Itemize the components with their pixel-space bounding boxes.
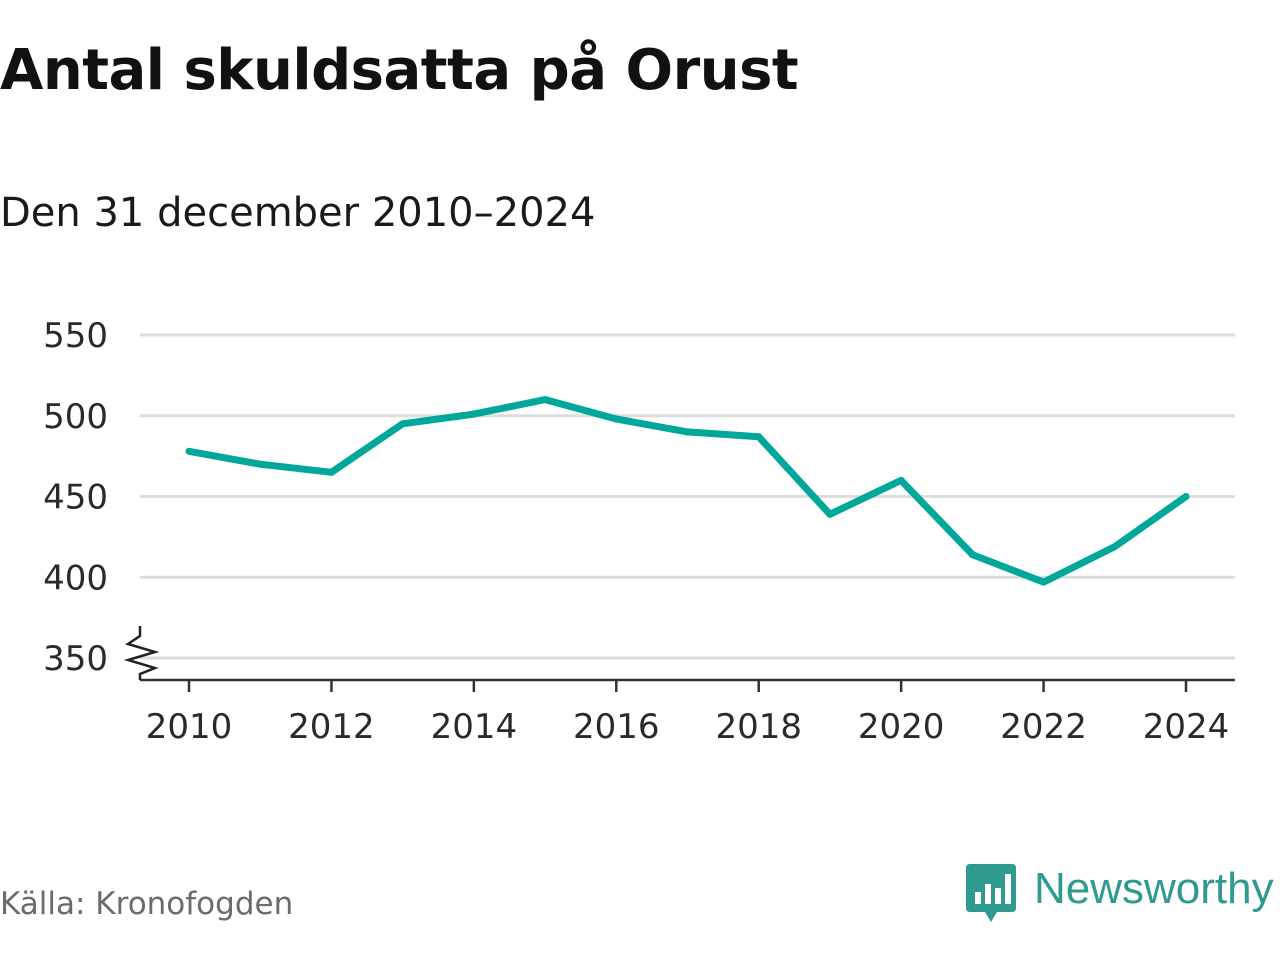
series-line-0 [188,396,1189,586]
data-point-2017 [684,428,691,436]
data-point-2010 [185,447,193,455]
data-point-2021 [968,551,976,559]
logo-bar-3 [995,888,1001,904]
series [185,396,1190,586]
logo-bar-2 [985,884,991,904]
y-tick-label-400: 400 [43,558,108,598]
x-tick-label-2018: 2018 [715,707,802,747]
data-point-2016 [612,415,620,423]
y-axis-ticks: 350 400 450 500 550 [43,316,108,679]
data-point-2019 [826,510,834,518]
logo-bar-4 [1005,874,1011,904]
data-point-2011 [256,460,264,468]
y-tick-label-500: 500 [43,397,108,437]
axis-break-icon [123,626,160,680]
data-point-2018 [755,433,763,441]
data-point-2022 [1040,578,1048,586]
data-point-2013 [399,420,407,428]
x-tick-label-2010: 2010 [146,707,233,747]
y-tick-label-550: 550 [43,316,108,356]
x-tick-label-2014: 2014 [431,707,518,747]
axis-break [123,626,160,680]
y-tick-label-450: 450 [43,478,108,518]
data-point-2020 [897,476,905,484]
data-point-2024 [1182,493,1190,500]
x-tick-label-2020: 2020 [858,707,945,747]
newsworthy-logo-icon [966,864,1016,922]
x-tick-label-2022: 2022 [1000,707,1087,747]
logo-bar-1 [975,892,981,904]
x-tick-label-2016: 2016 [573,707,660,747]
gridlines [140,333,1235,660]
brand-name: Newsworthy [1034,864,1274,913]
data-point-2015 [541,396,549,404]
data-point-2014 [470,410,478,418]
x-tick-label-2024: 2024 [1143,707,1230,747]
y-tick-label-350: 350 [43,639,108,679]
data-point-2023 [1111,543,1119,551]
data-point-2012 [327,468,335,476]
chart-title: Antal skuldsatta på Orust [0,38,799,103]
x-tick-label-2012: 2012 [288,707,375,747]
chart-subtitle: Den 31 december 2010–2024 [0,190,596,236]
source-note: Källa: Kronofogden [0,886,294,922]
x-axis-ticks: 2010 2012 2014 2016 2018 2020 2022 2024 [146,680,1230,747]
brand-logo: Newsworthy [966,864,1274,928]
